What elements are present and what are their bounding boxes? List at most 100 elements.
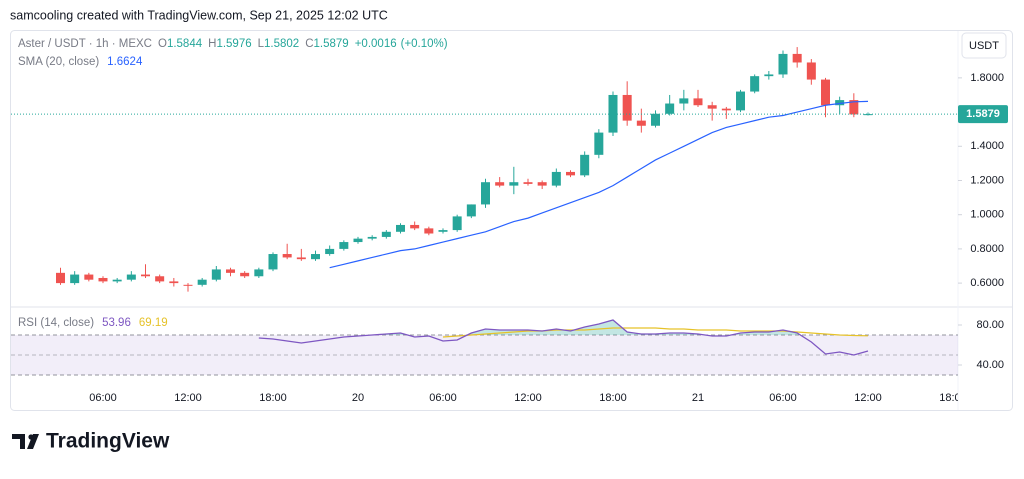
x-axis: 06:00 12:00 18:00 20 06:00 12:00 18:00 21 06:00 1…: [89, 392, 967, 404]
y-tick-label: 1.8000: [970, 72, 1004, 84]
candle-body: [112, 279, 122, 282]
y-tick-label: 0.8000: [970, 243, 1004, 255]
candle-body: [325, 248, 335, 255]
y-tick-label: 1.2000: [970, 174, 1004, 186]
candle-body: [551, 171, 561, 186]
candle-body: [665, 103, 675, 114]
legend-item: 1.5844: [167, 38, 203, 50]
y-tick-label: 0.6000: [970, 277, 1004, 289]
candle-body: [339, 242, 349, 249]
candle-body: [863, 114, 873, 116]
x-tick-label: 12:00: [514, 392, 542, 404]
x-tick-label: 18:00: [939, 392, 967, 404]
candle-body: [126, 274, 136, 280]
candle-body: [84, 274, 94, 280]
candle-body: [141, 274, 150, 277]
legend-item: 1.5879: [314, 38, 349, 50]
legend: RSI (14, close) 53.96 69.19: [18, 317, 168, 329]
candle-body: [452, 216, 462, 231]
candle-body: [311, 254, 320, 260]
candle-body: [169, 281, 179, 284]
x-tick-label: 06:00: [429, 392, 457, 404]
candle-body: [764, 74, 774, 77]
candle-body: [509, 182, 519, 186]
legend-item: 69.19: [139, 317, 168, 329]
candle-body: [396, 224, 405, 232]
candle-body: [226, 269, 235, 273]
candle-body: [622, 94, 632, 121]
candle-body: [750, 76, 760, 92]
legend-item: L: [258, 38, 265, 50]
legend-item: +0.0016: [355, 38, 397, 50]
rsi-overbought-fill: [258, 320, 868, 335]
x-tick-label: 18:00: [599, 392, 627, 404]
legend-item: Aster / USDT · 1h · MEXC: [18, 38, 152, 50]
y-tick-label: 1.4000: [970, 140, 1004, 152]
candle-body: [608, 94, 618, 133]
rsi-line: [258, 319, 869, 356]
x-tick-label: 21: [692, 392, 704, 404]
legend-item: (+0.10%): [401, 38, 448, 50]
candle-body: [481, 182, 490, 205]
candle-body: [155, 276, 165, 282]
candle-body: [679, 98, 689, 104]
legend-item: SMA (20, close): [18, 56, 99, 68]
candle-body: [254, 269, 264, 277]
candle-body: [693, 98, 703, 106]
chart-frame: [10, 30, 1013, 411]
x-tick-label: 12:00: [174, 392, 202, 404]
x-tick-label: 12:00: [854, 392, 882, 404]
candle-body: [56, 272, 65, 284]
candle-body: [523, 182, 533, 184]
legend-item: 53.96: [102, 317, 131, 329]
candle-body: [636, 120, 646, 126]
logo-dot: [28, 434, 34, 440]
logo: TradingView: [12, 430, 170, 453]
rsi-ma-line: [442, 327, 869, 338]
candle-body: [70, 274, 80, 284]
x-tick-label: 18:00: [259, 392, 287, 404]
candle-body: [296, 257, 306, 260]
candle-body: [580, 154, 590, 176]
candle-body: [282, 254, 292, 258]
candle-body: [778, 53, 788, 75]
sma-line: [329, 100, 869, 269]
last-price-label: 1.5879: [966, 108, 1000, 120]
candle-body: [651, 113, 660, 126]
currency-button[interactable]: [961, 32, 1007, 59]
candle-body: [438, 230, 448, 232]
legend-item: 1.5976: [216, 38, 251, 50]
y-tick-label: 40.00: [976, 359, 1004, 371]
candle-body: [410, 224, 420, 229]
x-tick-label: 06:00: [769, 392, 797, 404]
x-tick-label: 20: [352, 392, 364, 404]
attribution: samcooling created with TradingView.com,…: [10, 8, 388, 22]
legend-item: H: [208, 38, 216, 50]
candle-body: [835, 100, 845, 106]
candle-body: [240, 272, 250, 277]
last-price-tag: [958, 105, 1008, 124]
legend-item: O: [158, 38, 167, 50]
candle-body: [211, 269, 221, 280]
candle-body: [566, 171, 575, 176]
candle-body: [424, 228, 434, 234]
legend-item: 1.6624: [107, 56, 143, 68]
candle-body: [707, 105, 717, 109]
legend-item: 1.5802: [264, 38, 299, 50]
candle-body: [98, 277, 108, 282]
x-tick-label: 06:00: [89, 392, 117, 404]
candle-body: [721, 108, 731, 111]
plot: [11, 47, 958, 376]
candle-body: [792, 53, 802, 63]
candle-body: [537, 182, 547, 186]
legend-item: C: [305, 38, 313, 50]
candle-body: [594, 132, 604, 155]
legend: Aster / USDT · 1h · MEXC O1.5844 H1.5976 L1…: [18, 38, 448, 50]
logo-icon: [12, 434, 39, 449]
candle-body: [495, 182, 505, 186]
candle-body: [197, 279, 207, 285]
candle-body: [736, 91, 745, 111]
candle-body: [849, 100, 859, 115]
candle-body: [806, 62, 816, 80]
